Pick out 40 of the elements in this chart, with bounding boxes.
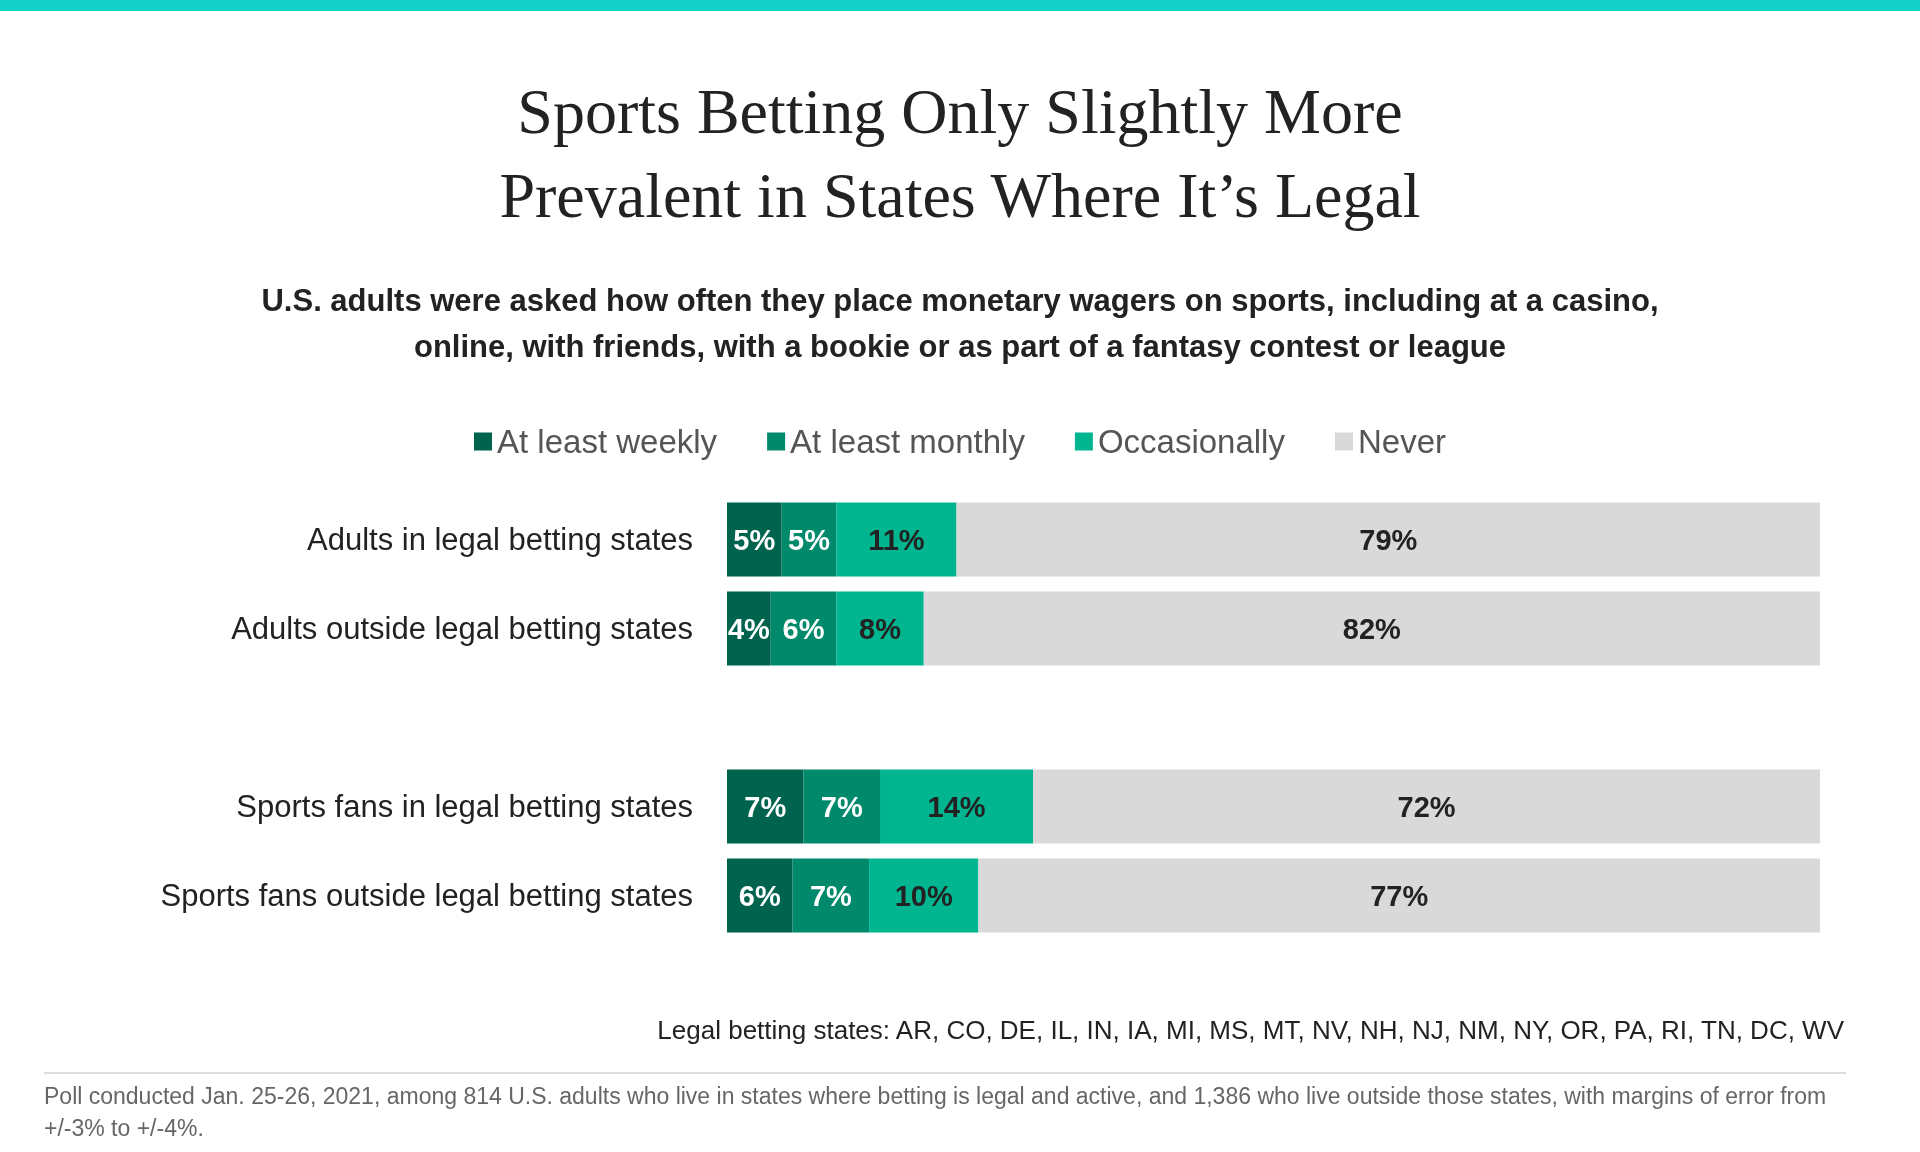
- data-label: 10%: [894, 879, 953, 912]
- data-label: 82%: [1342, 612, 1402, 645]
- data-label: 72%: [1397, 790, 1456, 823]
- bar: [727, 769, 804, 844]
- data-label: 77%: [1370, 879, 1429, 912]
- data-label: 79%: [1359, 523, 1418, 556]
- data-label: 7%: [744, 790, 787, 823]
- legend-label: At least monthly: [790, 423, 1026, 460]
- legend-label: At least weekly: [497, 423, 718, 460]
- bar: [803, 769, 881, 844]
- data-label: 11%: [868, 523, 925, 556]
- data-label: 5%: [788, 523, 831, 556]
- bar: [836, 502, 957, 577]
- data-label: 7%: [820, 790, 863, 823]
- bar: [923, 591, 1820, 666]
- bar: [1033, 769, 1820, 844]
- bar: [792, 858, 870, 933]
- legend-label: Occasionally: [1097, 423, 1286, 460]
- bar: [978, 858, 1820, 933]
- bar: [727, 858, 793, 933]
- bar: [869, 858, 979, 933]
- data-label: 6%: [782, 612, 825, 645]
- data-label: 7%: [809, 879, 852, 912]
- y-tick-label: Sports fans in legal betting states: [236, 789, 693, 824]
- data-label: 14%: [927, 790, 986, 823]
- data-label: 6%: [738, 879, 781, 912]
- data-label: 5%: [733, 523, 776, 556]
- data-label: 4%: [727, 612, 771, 645]
- text: Legal betting states: AR, CO, DE, IL, IN, IA, MI, MS, MT, NV, NH, NJ, NM, NY, OR, PA, RI, TN, DC, WV: [657, 1015, 1844, 1046]
- bar: [880, 769, 1034, 844]
- text: Poll conducted Jan. 25-26, 2021, among 814 U.S. adults who live in states where betting is legal and active, and 1,386 who live outside those states, with margins of error from +/-3% to +/-4%.: [44, 1082, 1828, 1143]
- bar: [956, 502, 1820, 577]
- y-tick-label: Adults in legal betting states: [306, 522, 693, 557]
- y-tick-label: Adults outside legal betting states: [231, 611, 693, 646]
- legend-label: Never: [1357, 423, 1446, 460]
- chart-subtitle: U.S. adults were asked how often they place monetary wagers on sports, including at a casino, online, with friends, with a bookie or as part of a fantasy contest or league: [260, 282, 1660, 366]
- y-tick-label: Sports fans outside legal betting states: [160, 878, 693, 913]
- chart-title: Sports Betting Only Slightly More Prevalent in States Where It’s Legal: [498, 75, 1422, 233]
- bar: [836, 591, 924, 666]
- data-label: 8%: [859, 612, 902, 645]
